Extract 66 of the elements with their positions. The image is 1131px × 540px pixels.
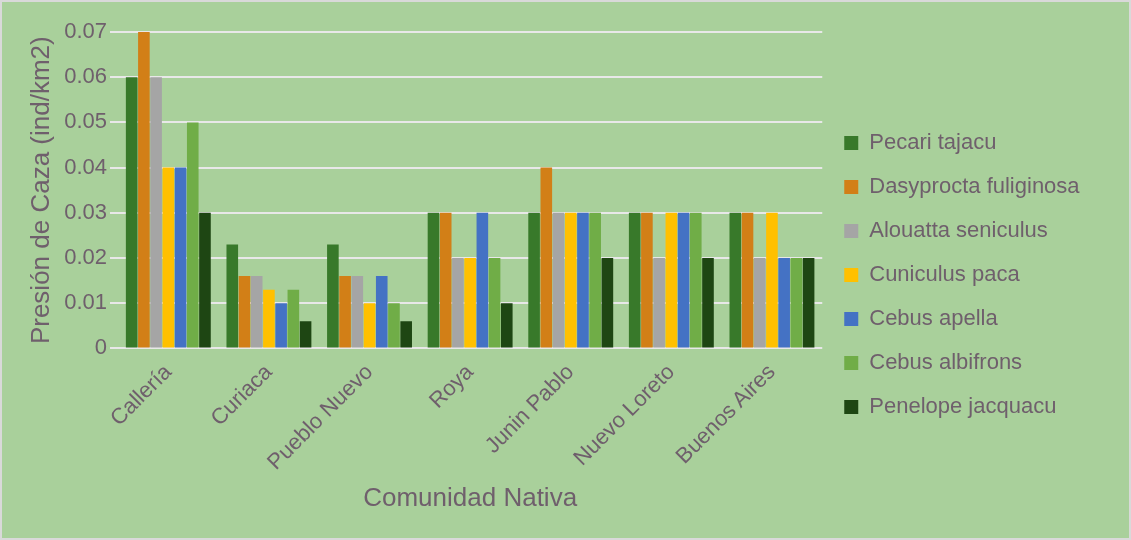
bar bbox=[439, 212, 452, 348]
bar bbox=[540, 167, 553, 348]
y-tick-label: 0.06 bbox=[64, 63, 108, 89]
bar bbox=[339, 276, 351, 348]
y-tick-label: 0.01 bbox=[64, 289, 108, 315]
y-tick-label: 0.04 bbox=[64, 153, 108, 179]
bar bbox=[589, 212, 601, 348]
bar bbox=[653, 258, 665, 348]
bar bbox=[766, 212, 778, 348]
bar bbox=[500, 303, 513, 348]
legend-label: Cuniculus paca bbox=[869, 261, 1021, 287]
bar bbox=[186, 122, 199, 348]
legend-label: Dasyprocta fuliginosa bbox=[869, 173, 1081, 199]
bar bbox=[790, 258, 803, 348]
bar bbox=[299, 321, 312, 348]
bar bbox=[400, 321, 412, 348]
y-tick-label: 0.07 bbox=[64, 18, 108, 44]
bar bbox=[427, 212, 440, 348]
bar bbox=[577, 212, 589, 348]
bar bbox=[778, 258, 790, 348]
bar bbox=[665, 212, 678, 348]
bar bbox=[375, 276, 388, 348]
bar bbox=[729, 212, 742, 348]
legend-label: Alouatta seniculus bbox=[869, 217, 1048, 243]
bar bbox=[238, 276, 251, 348]
bar bbox=[351, 276, 364, 348]
y-tick-label: 0 bbox=[94, 334, 108, 360]
x-axis-title: Comunidad Nativa bbox=[363, 481, 578, 512]
bar bbox=[263, 289, 275, 348]
bar bbox=[528, 212, 540, 348]
bar bbox=[753, 258, 766, 348]
legend-label: Cebus apella bbox=[869, 305, 999, 331]
legend-label: Cebus albifrons bbox=[869, 349, 1023, 375]
y-tick-label: 0.05 bbox=[64, 108, 108, 134]
bar bbox=[199, 212, 211, 348]
bar bbox=[677, 212, 690, 348]
y-tick-label: 0.02 bbox=[64, 244, 108, 270]
bar bbox=[162, 167, 175, 348]
bar bbox=[802, 258, 815, 348]
bar bbox=[552, 212, 565, 348]
bar bbox=[363, 303, 376, 348]
y-tick-label: 0.03 bbox=[64, 198, 108, 224]
bar bbox=[452, 258, 464, 348]
bar bbox=[741, 212, 754, 348]
bar bbox=[287, 289, 300, 348]
bar bbox=[564, 212, 577, 348]
bar bbox=[641, 212, 653, 348]
bar bbox=[388, 303, 400, 348]
bar bbox=[628, 212, 641, 348]
bar bbox=[174, 167, 187, 348]
bar bbox=[689, 212, 702, 348]
bar bbox=[138, 32, 150, 348]
bar bbox=[327, 244, 339, 348]
bar bbox=[488, 258, 501, 348]
bar bbox=[125, 77, 138, 348]
bar bbox=[275, 303, 287, 348]
bar bbox=[601, 258, 614, 348]
bar bbox=[464, 258, 476, 348]
legend-label: Pecari tajacu bbox=[869, 129, 997, 155]
bar bbox=[702, 258, 714, 348]
bar bbox=[150, 77, 162, 348]
bar bbox=[250, 276, 263, 348]
y-axis-title: Presión de Caza (ind/km2) bbox=[24, 36, 55, 345]
legend-label: Penelope jacquacu bbox=[869, 393, 1057, 419]
bar bbox=[226, 244, 239, 348]
bar bbox=[476, 212, 489, 348]
